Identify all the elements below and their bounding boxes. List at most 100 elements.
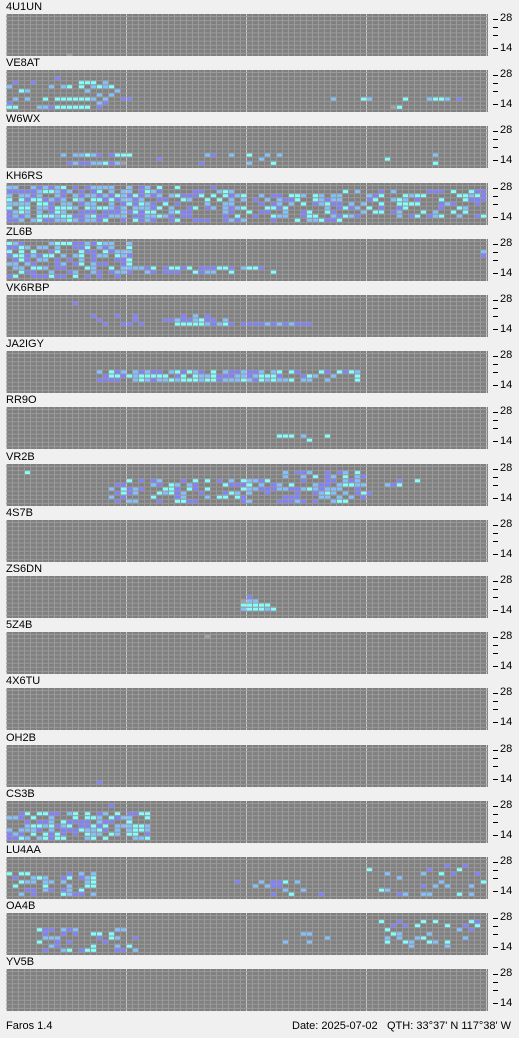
- band-label-28: 28: [500, 630, 513, 642]
- signal-cell: [60, 931, 66, 936]
- signal-cell: [210, 205, 216, 210]
- signal-cell: [354, 474, 360, 479]
- signal-cell: [180, 478, 186, 483]
- signal-cell: [18, 835, 24, 840]
- band-label-28: 28: [500, 518, 513, 530]
- signal-cell: [156, 498, 162, 503]
- signal-cell: [210, 269, 216, 274]
- signal-cell: [18, 197, 24, 202]
- signal-cell: [6, 835, 12, 840]
- signal-cell: [120, 253, 126, 258]
- signal-cell: [24, 245, 30, 250]
- signal-cell: [90, 879, 96, 884]
- signal-cell: [204, 494, 210, 499]
- signal-cell: [360, 494, 366, 499]
- signal-cell: [90, 823, 96, 828]
- signal-cell: [126, 498, 132, 503]
- signal-cell: [330, 478, 336, 483]
- signal-cell: [144, 205, 150, 210]
- signal-cell: [54, 261, 60, 266]
- signal-cell: [312, 474, 318, 479]
- signal-cell: [408, 201, 414, 206]
- signal-cell: [84, 213, 90, 218]
- signal-cell: [330, 373, 336, 378]
- signal-cell: [78, 823, 84, 828]
- signal-cell: [102, 80, 108, 85]
- signal-cell: [66, 891, 72, 896]
- beacon-callsign: OA4B: [6, 900, 36, 912]
- signal-cell: [480, 879, 486, 884]
- signal-cell: [132, 831, 138, 836]
- signal-cell: [72, 104, 78, 109]
- signal-cell: [450, 189, 456, 194]
- signal-cell: [42, 265, 48, 270]
- signal-cell: [270, 321, 276, 326]
- signal-cell: [120, 193, 126, 198]
- signal-cell: [12, 273, 18, 278]
- signal-cell: [336, 486, 342, 491]
- band-tick: [493, 990, 498, 991]
- propagation-grid: [6, 969, 488, 1011]
- signal-cell: [114, 249, 120, 254]
- band-tick: [493, 385, 498, 386]
- signal-cell: [42, 245, 48, 250]
- signal-cell: [30, 193, 36, 198]
- signal-cell: [354, 482, 360, 487]
- signal-cell: [114, 88, 120, 93]
- signal-cell: [138, 265, 144, 270]
- signal-cell: [474, 193, 480, 198]
- signal-cell: [72, 241, 78, 246]
- signal-cell: [390, 197, 396, 202]
- signal-cell: [420, 209, 426, 214]
- signal-cell: [66, 811, 72, 816]
- signal-cell: [450, 201, 456, 206]
- band-tick: [493, 693, 498, 694]
- band-label-14: 14: [500, 604, 513, 616]
- signal-cell: [6, 273, 12, 278]
- signal-cell: [108, 84, 114, 89]
- signal-cell: [150, 193, 156, 198]
- signal-cell: [468, 919, 474, 924]
- signal-cell: [204, 317, 210, 322]
- signal-cell: [108, 209, 114, 214]
- signal-cell: [132, 317, 138, 322]
- signal-cell: [72, 160, 78, 165]
- signal-cell: [6, 871, 12, 876]
- signal-cell: [42, 197, 48, 202]
- signal-cell: [12, 831, 18, 836]
- signal-cell: [24, 879, 30, 884]
- band-axis: 28 14: [492, 181, 518, 225]
- signal-cell: [96, 92, 102, 97]
- signal-cell: [348, 213, 354, 218]
- signal-cell: [234, 217, 240, 222]
- signal-cell: [432, 209, 438, 214]
- signal-cell: [30, 253, 36, 258]
- signal-cell: [264, 883, 270, 888]
- band-label-14: 14: [500, 660, 513, 672]
- signal-cell: [18, 879, 24, 884]
- signal-cell: [462, 193, 468, 198]
- signal-cell: [222, 373, 228, 378]
- signal-cell: [114, 369, 120, 374]
- signal-cell: [246, 373, 252, 378]
- signal-cell: [36, 201, 42, 206]
- signal-cell: [174, 486, 180, 491]
- signal-cell: [114, 490, 120, 495]
- signal-cell: [18, 891, 24, 896]
- signal-cell: [78, 84, 84, 89]
- band-label-14: 14: [500, 829, 513, 841]
- signal-cell: [144, 835, 150, 840]
- band-tick: [493, 244, 498, 245]
- band-tick: [493, 27, 498, 28]
- signal-cell: [114, 823, 120, 828]
- signal-cell: [90, 827, 96, 832]
- signal-cell: [456, 867, 462, 872]
- signal-cell: [72, 811, 78, 816]
- signal-cell: [144, 377, 150, 382]
- signal-cell: [120, 205, 126, 210]
- signal-cell: [108, 205, 114, 210]
- signal-cell: [108, 486, 114, 491]
- signal-cell: [54, 209, 60, 214]
- signal-cell: [96, 931, 102, 936]
- signal-cell: [288, 369, 294, 374]
